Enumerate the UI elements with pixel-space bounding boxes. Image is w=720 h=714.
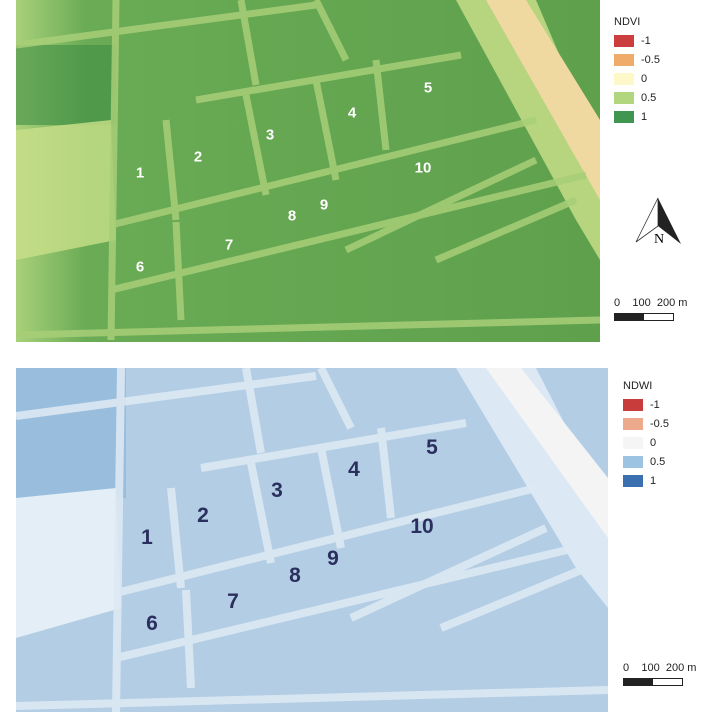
field-label: 5: [426, 436, 438, 459]
legend-item: 1: [614, 107, 660, 126]
ndwi-raster: [16, 368, 608, 712]
field-label: 2: [193, 148, 203, 166]
legend-item: 0: [623, 433, 669, 452]
field-label: 5: [423, 79, 433, 97]
ndvi-raster: [16, 0, 600, 342]
field-label: 10: [414, 159, 432, 177]
field-label: 6: [135, 258, 145, 276]
legend-title: NDWI: [623, 380, 653, 392]
north-label: N: [654, 232, 664, 247]
legend-item: 0: [614, 69, 660, 88]
field-label: 7: [224, 236, 234, 254]
field-label: 8: [289, 564, 301, 587]
field-label: 2: [197, 504, 209, 527]
field-label: 4: [348, 458, 360, 481]
legend-item: 1: [623, 471, 669, 490]
ndwi-legend: NDWI -1 -0.5 0 0.5 1: [623, 380, 669, 490]
ndvi-legend: NDVI -1 -0.5 0 0.5 1: [614, 16, 660, 126]
ndwi-map[interactable]: 1 2 3 4 5 6 7 8 9 10: [16, 368, 608, 712]
field-label: 9: [319, 196, 329, 214]
legend-item: -0.5: [623, 414, 669, 433]
field-label: 1: [135, 164, 145, 182]
field-label: 7: [227, 590, 239, 613]
field-label: 1: [141, 526, 153, 549]
legend-item: -0.5: [614, 50, 660, 69]
ndvi-scale-bar: 0 100 200 m: [614, 297, 687, 321]
field-label: 3: [271, 479, 283, 502]
legend-item: 0.5: [614, 88, 660, 107]
legend-item: 0.5: [623, 452, 669, 471]
legend-title: NDVI: [614, 16, 641, 28]
field-label: 6: [146, 612, 158, 635]
field-label: 8: [287, 207, 297, 225]
north-arrow-icon: N: [635, 197, 681, 247]
field-label: 4: [347, 104, 357, 122]
field-label: 10: [410, 515, 434, 538]
field-label: 9: [327, 547, 339, 570]
legend-item: -1: [623, 395, 669, 414]
legend-item: -1: [614, 31, 660, 50]
ndvi-map[interactable]: 1 2 3 4 5 6 7 8 9 10: [16, 0, 600, 342]
ndwi-scale-bar: 0 100 200 m: [623, 662, 696, 686]
field-label: 3: [265, 126, 275, 144]
